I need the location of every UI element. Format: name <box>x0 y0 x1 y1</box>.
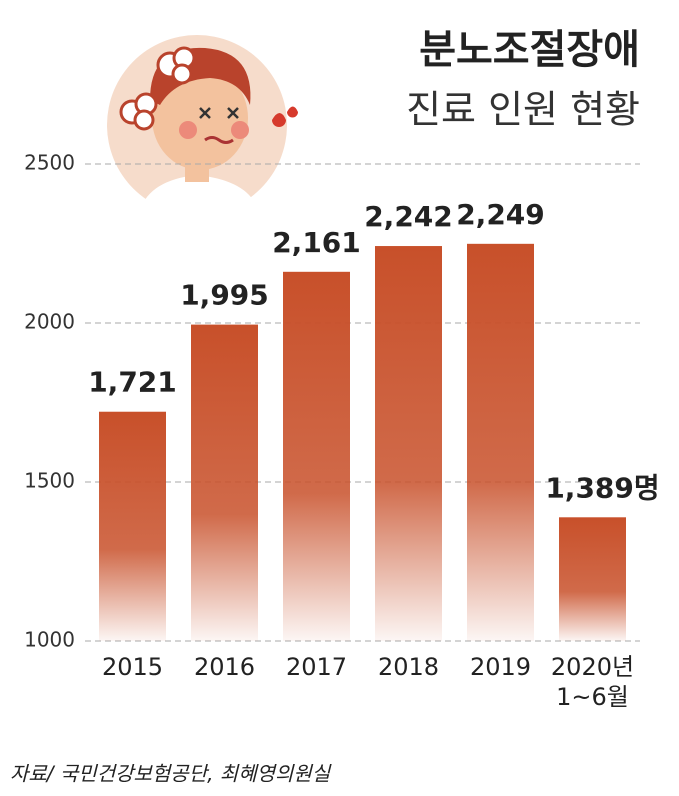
x-tick-label: 2016 <box>193 653 256 681</box>
value-label: 1,995 <box>180 279 269 312</box>
chart-title: 분노조절장애 <box>419 27 640 73</box>
value-label: 1,389명 <box>545 471 659 504</box>
y-tick-label: 1000 <box>24 628 75 652</box>
x-tick-label: 2017 <box>285 653 348 681</box>
bar <box>99 411 166 641</box>
bar <box>191 324 258 641</box>
x-tick-label: 2020년 1~6월 <box>550 653 635 711</box>
value-label: 2,161 <box>272 226 361 259</box>
value-label: 2,249 <box>456 198 545 231</box>
value-label: 1,721 <box>88 366 177 399</box>
source: 자료/ 국민건강보험공단, 최혜영의원실 <box>10 762 332 786</box>
bar <box>467 243 534 641</box>
x-tick-label: 2015 <box>101 653 164 681</box>
bar <box>283 271 350 641</box>
x-tick-label: 2019 <box>469 653 532 681</box>
y-tick-label: 2000 <box>24 310 75 334</box>
y-tick-label: 2500 <box>24 151 75 175</box>
bar <box>559 517 626 641</box>
x-tick-label: 2018 <box>377 653 440 681</box>
bar <box>375 246 442 641</box>
chart-subtitle: 진료 인원 현황 <box>406 88 640 132</box>
value-label: 2,242 <box>364 200 453 233</box>
illustration <box>107 35 298 217</box>
y-tick-label: 1500 <box>24 469 75 493</box>
